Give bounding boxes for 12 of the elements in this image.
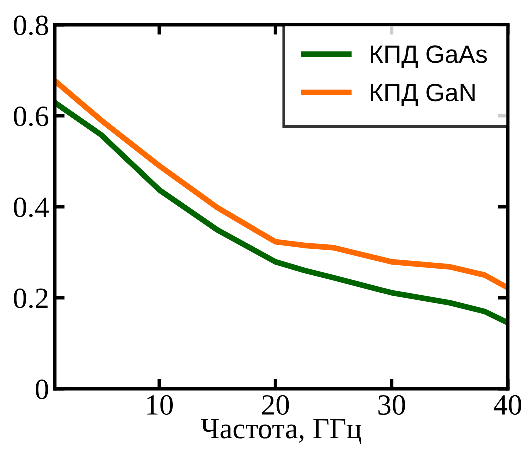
y-tick-label: 0.4 bbox=[14, 198, 49, 218]
x-tick-label: 40 bbox=[494, 395, 522, 416]
x-tick-label: 20 bbox=[262, 395, 290, 416]
legend-label: КПД GaAs bbox=[371, 46, 488, 68]
y-tick-label: 0 bbox=[36, 380, 48, 400]
x-tick-label: 30 bbox=[378, 395, 406, 416]
x-tick-label: 10 bbox=[148, 395, 174, 416]
y-tick-label: 0.8 bbox=[14, 16, 48, 36]
y-tick-label: 0.2 bbox=[14, 288, 48, 309]
legend-label: КПД GaN bbox=[371, 84, 475, 106]
x-axis-title: Частота, ГГц bbox=[201, 419, 362, 444]
y-tick-label: 0.6 bbox=[14, 106, 49, 127]
